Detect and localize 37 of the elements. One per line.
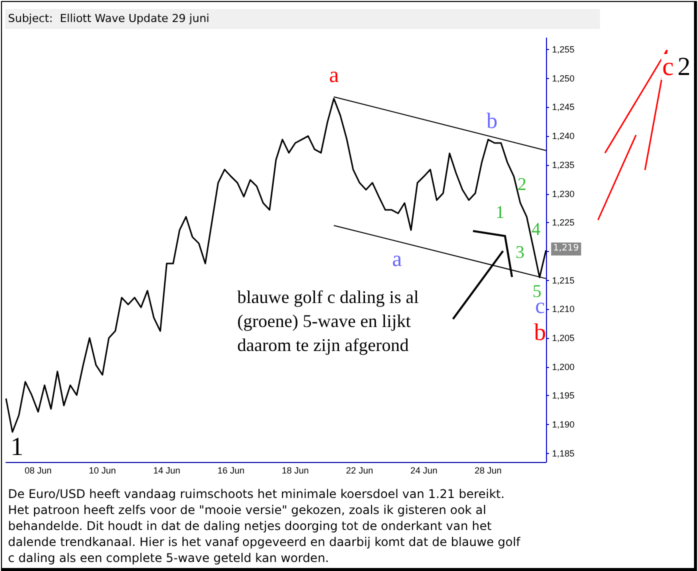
annotation: 1 bbox=[496, 202, 504, 222]
annotation: blauwe golf c daling is al (groene) 5-wave en lijkt daarom te zijn afgerond bbox=[237, 286, 419, 357]
text: c bbox=[661, 52, 675, 81]
y-tick-label: 1,245 bbox=[552, 102, 575, 112]
annotation: 4 bbox=[532, 219, 540, 239]
y-tick-label: 1,210 bbox=[552, 304, 575, 314]
x-tick-label: 10 Jun bbox=[88, 466, 116, 476]
y-tick-label: 1,190 bbox=[552, 420, 575, 430]
x-tick-label: 14 Jun bbox=[153, 466, 180, 476]
y-tick-label: 1,235 bbox=[552, 160, 575, 170]
annotation: a bbox=[392, 246, 402, 271]
chart-title: Subject: Elliott Wave Update 29 juni bbox=[5, 9, 600, 29]
annotation: 3 bbox=[516, 242, 524, 262]
x-tick-label: 22 Jun bbox=[346, 466, 374, 476]
annotation: 2 bbox=[518, 174, 526, 194]
y-tick-label: 1,250 bbox=[552, 73, 575, 84]
y-tick-label: 1,185 bbox=[552, 448, 575, 458]
x-tick-label: 08 Jun bbox=[24, 466, 52, 476]
x-tick-label: 18 Jun bbox=[282, 466, 309, 476]
y-tick-label: 1,215 bbox=[552, 275, 575, 286]
y-tick-label: 1,200 bbox=[552, 362, 575, 372]
y-tick-label: 1,225 bbox=[552, 218, 575, 228]
y-tick-label: 1,230 bbox=[552, 188, 575, 199]
y-tick-label: 1,255 bbox=[552, 44, 575, 55]
y-tick-label: 1,240 bbox=[552, 131, 575, 142]
annotation: b bbox=[534, 320, 546, 346]
x-tick-label: 24 Jun bbox=[410, 466, 438, 476]
annotation: b bbox=[486, 108, 498, 133]
text: 2 bbox=[678, 52, 690, 81]
x-tick-label: 16 Jun bbox=[217, 466, 245, 476]
text: De Euro/USD heeft vandaag ruimschoots het minimale koersdoel van 1.21 bereikt. Het patroon heeft zelfs voor de "mooie versie" gekozen, zoals ik gisteren ook al behandelde. Dit houdt in dat de daling netjes doorging tot de onderkant van het dalende trendkanaal. Hier is het vanaf opgeveerd en daarbij komt dat de blauwe golf c daling als een complete 5-wave geteld kan worden. bbox=[8, 486, 520, 566]
y-tick-label: 1,205 bbox=[552, 332, 575, 343]
annotation: 1 bbox=[10, 432, 24, 461]
x-tick-label: 28 Jun bbox=[474, 466, 502, 476]
y-tick-label: 1,195 bbox=[552, 390, 575, 401]
text: 1,219 bbox=[551, 242, 581, 256]
annotation: a bbox=[329, 62, 339, 87]
